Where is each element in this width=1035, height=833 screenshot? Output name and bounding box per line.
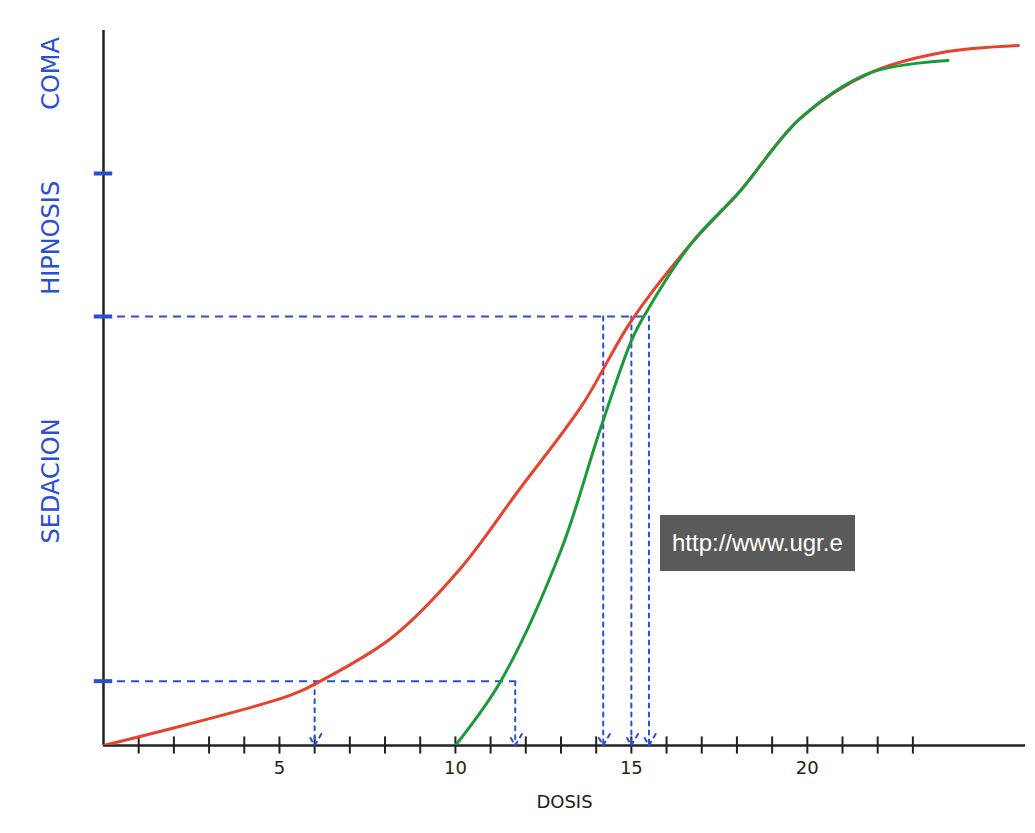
svg-text:COMA: COMA <box>37 36 65 109</box>
svg-text:SEDACION: SEDACION <box>37 418 65 543</box>
html-text:http://www.ugr.e: http://www.ugr.e <box>672 529 843 556</box>
svg-text:DOSIS: DOSIS <box>536 791 592 812</box>
svg-text:5: 5 <box>274 757 285 778</box>
svg-text:15: 15 <box>620 757 643 778</box>
svg-text:10: 10 <box>444 757 467 778</box>
svg-text:20: 20 <box>796 757 819 778</box>
svg-text:HIPNOSIS: HIPNOSIS <box>37 181 65 295</box>
